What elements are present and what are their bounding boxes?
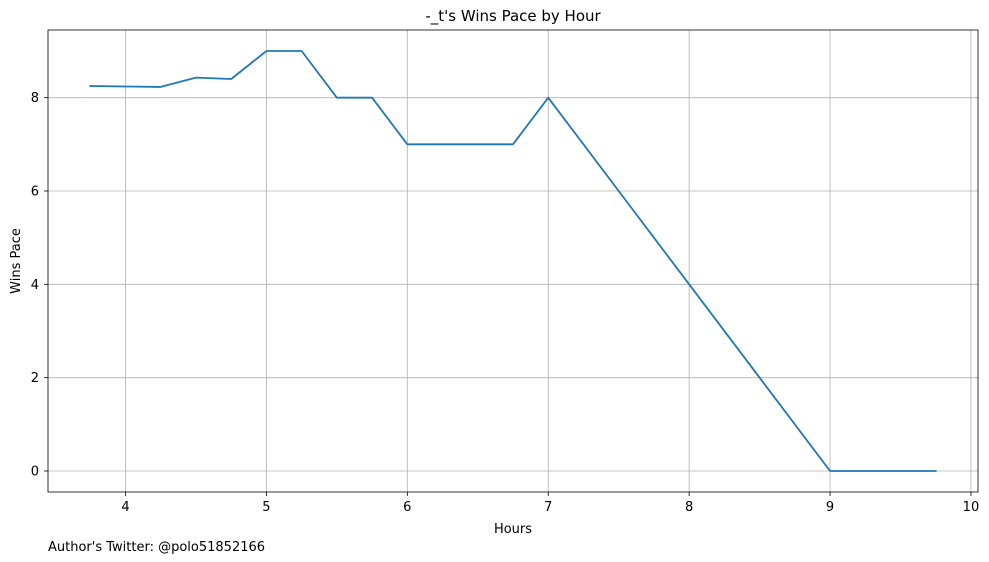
x-tick-label: 8 — [685, 500, 693, 515]
y-tick-label: 6 — [31, 185, 39, 200]
x-tick-label: 5 — [262, 500, 270, 515]
y-tick-label: 2 — [31, 371, 39, 386]
x-tick-label: 7 — [544, 500, 552, 515]
author-twitter-note: Author's Twitter: @polo51852166 — [48, 540, 265, 555]
plot-border — [47, 29, 979, 493]
chart-title: -_t's Wins Pace by Hour — [425, 7, 601, 26]
x-axis-ticks: 4 5 6 7 8 9 10 — [121, 492, 979, 515]
y-tick-label: 4 — [31, 278, 39, 293]
y-axis-label: Wins Pace — [9, 228, 24, 294]
x-tick-label: 9 — [826, 500, 834, 515]
series-line — [89, 50, 937, 472]
x-axis-label: Hours — [494, 522, 532, 537]
grid-lines — [48, 30, 978, 492]
data-line-layer — [89, 50, 937, 472]
y-axis-ticks: 0 2 4 6 8 — [31, 91, 48, 480]
axes-frame — [47, 29, 979, 493]
x-tick-label: 10 — [963, 500, 980, 515]
x-tick-label: 4 — [121, 500, 129, 515]
y-tick-label: 8 — [31, 91, 39, 106]
y-tick-label: 0 — [31, 465, 39, 480]
x-tick-label: 6 — [403, 500, 411, 515]
